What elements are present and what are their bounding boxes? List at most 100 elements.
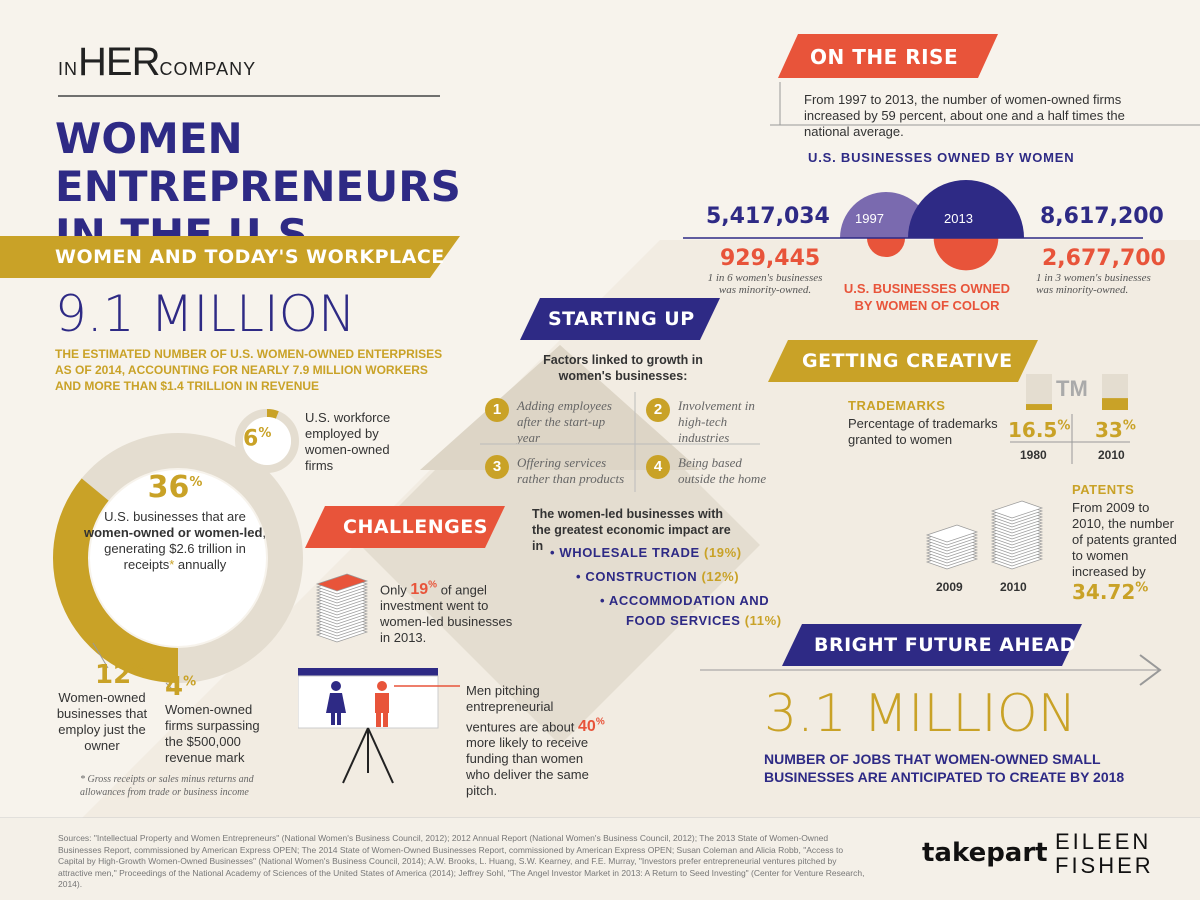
patents-pct-wrap: 34.72% xyxy=(1072,580,1149,604)
val-1997: 5,417,034 xyxy=(706,204,830,229)
brand-logo: INHERCOMPANY xyxy=(58,40,256,85)
tm-year-1980: 1980 xyxy=(1020,448,1047,462)
workplace-caption: THE ESTIMATED NUMBER OF U.S. WOMEN-OWNED… xyxy=(55,347,443,393)
workplace-banner: WOMEN AND TODAY'S WORKPLACE xyxy=(55,246,445,268)
women-of-color-semicircle-1997 xyxy=(866,238,906,258)
paper-stack-icon xyxy=(315,573,369,643)
workplace-banner-shape xyxy=(0,236,460,278)
women-owned-semicircle-2013 xyxy=(908,180,1024,238)
workforce-hole xyxy=(243,417,291,465)
note-1997: 1 in 6 women's businesses was minority-o… xyxy=(707,272,823,296)
tm-year-2010: 2010 xyxy=(1098,448,1125,462)
donut-text-star: * xyxy=(169,557,175,572)
note-2013: 1 in 3 women's businesses was minority-o… xyxy=(1036,272,1151,296)
factor-2: 2 Involvement in high-tech industries xyxy=(646,398,776,446)
pitch-b: more likely to receive funding than wome… xyxy=(466,735,589,799)
factor-1: 1 Adding employees after the start-up ye… xyxy=(485,398,630,446)
sector-wholesale-pct: (19%) xyxy=(704,545,742,560)
man-icon xyxy=(375,681,389,727)
tm-1980-wrap: 16.5% xyxy=(1008,418,1071,442)
workforce-pie xyxy=(235,409,299,473)
patents-heading: PATENTS xyxy=(1072,482,1135,497)
patents-text: From 2009 to 2010, the number of patents… xyxy=(1072,500,1177,579)
factor-3-text: Offering services rather than products xyxy=(517,455,625,486)
future-banner: BRIGHT FUTURE AHEAD xyxy=(814,634,1076,656)
title-line1: WOMEN ENTREPRENEURS xyxy=(55,114,461,211)
angel-b: of angel investment went to women-led bu… xyxy=(380,582,513,646)
factor-1-number: 1 xyxy=(485,398,509,422)
angel-text: Only 19% of angel investment went to wom… xyxy=(380,580,513,646)
donut-chart xyxy=(52,433,303,688)
workforce-label: U.S. workforce employed by women-owned f… xyxy=(305,410,391,473)
future-banner-shape xyxy=(782,624,1082,666)
patent-stacks-icon xyxy=(925,500,1044,570)
future-caption: NUMBER OF JOBS THAT WOMEN-OWNED SMALL BU… xyxy=(764,751,1125,785)
rise-banner-shape xyxy=(778,34,998,78)
factor-4: 4 Being based outside the home xyxy=(646,455,776,487)
footer-bg xyxy=(0,818,1200,900)
takepart-logo: takepart xyxy=(922,838,1048,868)
patent-year-2009: 2009 xyxy=(936,580,963,594)
trademark-bars xyxy=(1026,374,1128,410)
donut-pointer-4 xyxy=(165,682,172,688)
workforce-pct-wrap: 6% xyxy=(243,426,272,452)
workplace-big-number: 9.1 MILLION xyxy=(55,285,356,343)
eileen-fisher-logo: EILEEN FISHER xyxy=(1055,830,1154,878)
ef-line2: FISHER xyxy=(1055,853,1154,878)
brand-company: COMPANY xyxy=(159,59,257,79)
creative-banner-shape xyxy=(768,340,1038,382)
women-of-color-label: U.S. BUSINESSES OWNED BY WOMEN OF COLOR xyxy=(843,281,1011,313)
year-2013: 2013 xyxy=(944,211,973,226)
tm-bar-1980 xyxy=(1026,404,1052,410)
tm-symbol: TM xyxy=(1056,376,1088,401)
tm-heading: TRADEMARKS xyxy=(848,398,946,413)
tm-label: Percentage of trademarks granted to wome… xyxy=(848,416,998,447)
rise-baseline xyxy=(683,237,1143,239)
sector-food: FOOD SERVICES (11%) xyxy=(626,613,782,628)
pitch-pct: 40 xyxy=(578,718,596,736)
sector-wholesale-name: • WHOLESALE TRADE xyxy=(550,545,700,560)
year-1997: 1997 xyxy=(855,211,884,226)
challenges-banner-shape xyxy=(305,506,505,548)
brand-in: IN xyxy=(58,59,78,79)
starting-heading: Factors linked to growth in women's busi… xyxy=(543,353,703,383)
sector-food-name: FOOD SERVICES xyxy=(626,613,741,628)
p4-label: Women-owned firms surpassing the $500,00… xyxy=(165,702,260,765)
angel-a: Only xyxy=(380,582,407,598)
donut-slice-36 xyxy=(52,478,178,683)
workplace-footnote: * Gross receipts or sales minus returns … xyxy=(80,774,254,798)
rise-banner: ON THE RISE xyxy=(810,45,959,69)
donut-pct: 36 xyxy=(147,470,190,505)
factor-2-text: Involvement in high-tech industries xyxy=(678,398,755,445)
sector-construction: • CONSTRUCTION (12%) xyxy=(576,569,739,584)
sector-accommodation-name: • ACCOMMODATION AND xyxy=(600,593,770,608)
tm-2010-wrap: 33% xyxy=(1095,418,1136,442)
donut-text-a: U.S. businesses that are xyxy=(104,509,246,524)
p12-wrap: 12% xyxy=(95,660,145,690)
rise-intro: From 1997 to 2013, the number of women-o… xyxy=(804,92,1125,139)
starting-banner: STARTING UP xyxy=(548,308,695,330)
factor-1-text: Adding employees after the start-up year xyxy=(517,398,612,445)
impact-heading: The women-led businesses with the greate… xyxy=(532,507,731,553)
patent-year-2010: 2010 xyxy=(1000,580,1027,594)
tm-bar-track-1980 xyxy=(1026,374,1052,410)
factor-2-number: 2 xyxy=(646,398,670,422)
p12-label: Women-owned businesses that employ just … xyxy=(56,690,148,753)
creative-banner: GETTING CREATIVE xyxy=(802,350,1013,372)
factor-3: 3 Offering services rather than products xyxy=(485,455,635,487)
min-2013: 2,677,700 xyxy=(1042,246,1166,271)
donut-pointer-12 xyxy=(92,642,109,669)
p4-wrap: 4% xyxy=(165,672,197,702)
angel-pct: 19 xyxy=(410,581,429,599)
donut-hole xyxy=(90,470,266,646)
upper-diamond xyxy=(420,345,700,470)
future-big-number: 3.1 MILLION xyxy=(764,684,1077,744)
min-1997: 929,445 xyxy=(720,246,821,271)
donut-text-bold: women-owned or women-led xyxy=(83,525,263,540)
sector-construction-pct: (12%) xyxy=(701,569,740,584)
factor-4-text: Being based outside the home xyxy=(678,455,767,486)
patents-pct: 34.72 xyxy=(1072,580,1136,604)
p12-value: 12 xyxy=(95,660,132,690)
woman-icon xyxy=(326,681,346,725)
